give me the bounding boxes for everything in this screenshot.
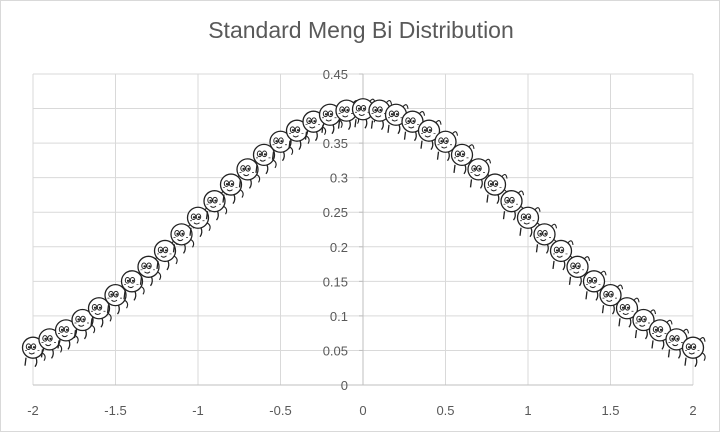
- x-tick-label: 0.5: [436, 403, 454, 418]
- cartoon-face-icon: [236, 158, 261, 189]
- y-tick-label: 0: [341, 378, 348, 393]
- y-tick-label: 0.45: [323, 67, 348, 82]
- x-tick-label: 0: [359, 403, 366, 418]
- gridlines: [32, 73, 694, 386]
- cartoon-face-icon: [87, 297, 112, 328]
- cartoon-face-icon: [450, 143, 475, 175]
- cartoon-face-icon: [549, 239, 574, 271]
- cartoon-face-icon: [269, 130, 294, 162]
- x-tick-label: -0.5: [269, 403, 291, 418]
- cartoon-face-icon: [467, 158, 492, 189]
- cartoon-face-icon: [500, 190, 525, 221]
- cartoon-face-icon: [21, 336, 46, 368]
- cartoon-face-icon: [566, 255, 591, 287]
- x-tick-label: -1: [192, 403, 204, 418]
- x-tick-label: -2: [27, 403, 39, 418]
- cartoon-face-icon: [153, 239, 178, 271]
- chart-title: Standard Meng Bi Distribution: [208, 17, 514, 43]
- cartoon-face-icon: [137, 255, 162, 287]
- cartoon-face-icon: [203, 190, 228, 221]
- cartoon-face-icon: [533, 223, 558, 254]
- data-markers: [21, 98, 706, 368]
- cartoon-face-icon: [417, 119, 442, 151]
- cartoon-face-icon: [665, 328, 690, 359]
- cartoon-face-icon: [681, 336, 706, 368]
- cartoon-face-icon: [483, 173, 508, 204]
- cartoon-face-icon: [104, 284, 129, 315]
- y-tick-label: 0.25: [323, 205, 348, 220]
- y-tick-label: 0.35: [323, 136, 348, 151]
- cartoon-face-icon: [170, 223, 195, 254]
- cartoon-face-icon: [401, 110, 426, 142]
- y-tick-label: 0.1: [330, 309, 348, 324]
- cartoon-face-icon: [384, 103, 409, 135]
- y-tick-label: 0.05: [323, 343, 348, 358]
- x-tick-label: 2: [689, 403, 696, 418]
- cartoon-face-icon: [54, 319, 79, 350]
- tick-labels: -2 -1.5 -1 -0.5 0 0.5 1 1.5 2 0 0.05 0.1 0.15 0.2 0.25…: [27, 67, 696, 418]
- x-tick-label: 1.5: [601, 403, 619, 418]
- cartoon-face-icon: [351, 98, 376, 129]
- cartoon-face-icon: [252, 143, 277, 175]
- x-tick-label: -1.5: [104, 403, 126, 418]
- y-tick-label: 0.2: [330, 240, 348, 255]
- cartoon-face-icon: [516, 206, 541, 238]
- cartoon-face-icon: [368, 99, 393, 131]
- cartoon-face-icon: [219, 173, 244, 204]
- cartoon-face-icon: [120, 270, 145, 301]
- y-tick-label: 0.3: [330, 171, 348, 186]
- cartoon-face-icon: [186, 206, 211, 238]
- y-tick-label: 0.15: [323, 274, 348, 289]
- x-tick-label: 1: [524, 403, 531, 418]
- cartoon-face-icon: [71, 308, 96, 340]
- cartoon-face-icon: [434, 130, 459, 162]
